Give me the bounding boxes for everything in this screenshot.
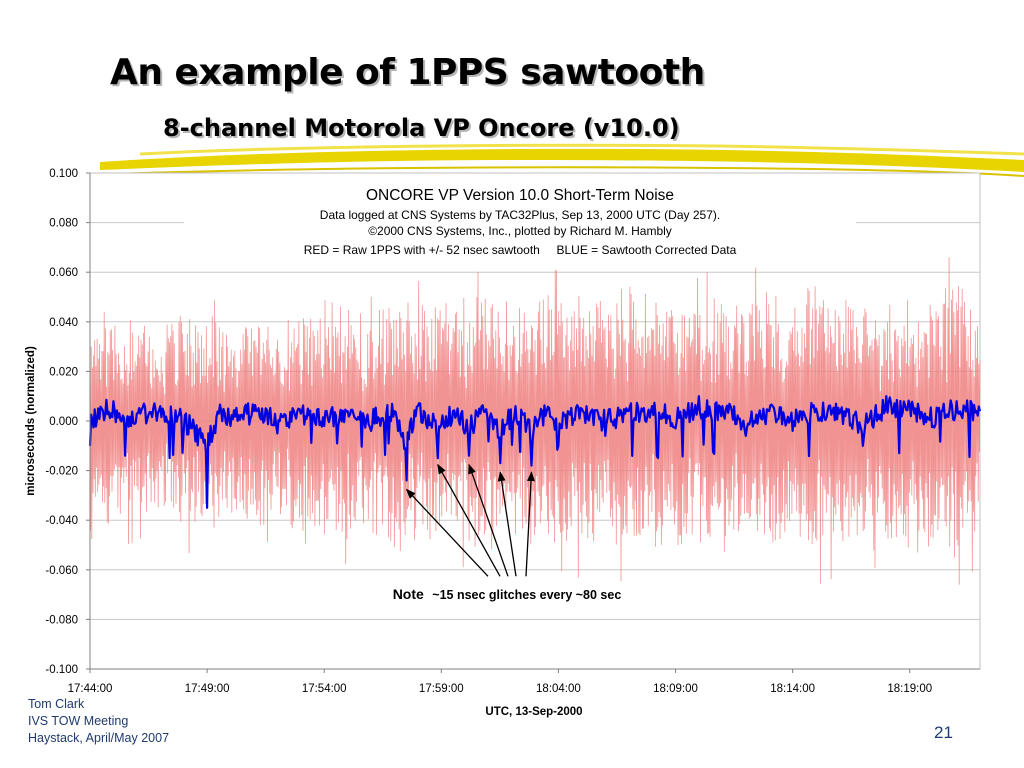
y-tick-label: 0.060 [49,267,78,279]
footer-location: Haystack, April/May 2007 [28,731,170,745]
footer-event: IVS TOW Meeting [28,714,129,728]
slide-subtitle: 8-channel Motorola VP Oncore (v10.0) [163,114,680,142]
x-tick-label: 18:04:00 [536,683,581,695]
chart-subtitle-line: ©2000 CNS Systems, Inc., plotted by Rich… [368,224,672,238]
y-tick-label: -0.060 [45,565,78,577]
annotation-arrow [468,463,509,577]
corrected-series [88,395,982,509]
y-tick-label: -0.100 [45,664,78,676]
x-tick-label: 18:19:00 [887,683,932,695]
x-tick-labels: 17:44:00 17:49:00 17:54:00 17:59:00 18:04:00… [68,669,932,695]
annotation-detail: ~15 nsec glitches every ~80 sec [432,588,621,602]
y-tick-label: 0.100 [49,168,78,180]
glitch-annotation [405,463,536,577]
raw-1pps-series [89,257,981,585]
y-tick-label: 0.020 [49,366,78,378]
chart-subtitle-line: RED = Raw 1PPS with +/- 52 nsec sawtooth… [304,243,737,257]
x-tick-label: 17:44:00 [68,683,113,695]
y-tick-label: -0.040 [45,515,78,527]
page-number: 21 [934,723,953,742]
x-tick-label: 17:54:00 [302,683,347,695]
slide-title: An example of 1PPS sawtooth [110,52,705,93]
annotation-arrow [497,471,517,577]
chart-subtitle-line: Data logged at CNS Systems by TAC32Plus,… [320,208,720,222]
y-tick-label: 0.000 [49,416,78,428]
footer-author: Tom Clark [28,697,85,711]
annotation-arrow [405,488,489,577]
chart-title-backdrop [184,180,856,260]
chart-title: ONCORE VP Version 10.0 Short-Term Noise [366,187,674,204]
x-tick-label: 17:49:00 [185,683,230,695]
raw-series-line [89,257,981,585]
annotation-text: Note ~15 nsec glitches every ~80 sec [393,586,622,603]
annotation-arrow [525,471,536,577]
x-tick-label: 18:09:00 [653,683,698,695]
title-underline-brush [100,143,1024,177]
y-tick-label: 0.040 [49,317,78,329]
x-tick-label: 17:59:00 [419,683,464,695]
annotation-prefix: Note [393,586,424,602]
y-tick-label: -0.020 [45,466,78,478]
axes [89,173,980,670]
y-tick-labels: 0.100 0.080 0.060 0.040 0.020 0.000 -0.020 -0.0… [45,168,78,676]
corrected-series-line [88,395,982,509]
annotation-arrow [437,463,501,577]
y-tick-label: -0.080 [45,614,78,626]
x-axis-label: UTC, 13-Sep-2000 [485,706,582,718]
x-tick-label: 18:14:00 [770,683,815,695]
y-tick-label: 0.080 [49,218,78,230]
y-axis-label: microseconds (normalized) [25,346,37,496]
